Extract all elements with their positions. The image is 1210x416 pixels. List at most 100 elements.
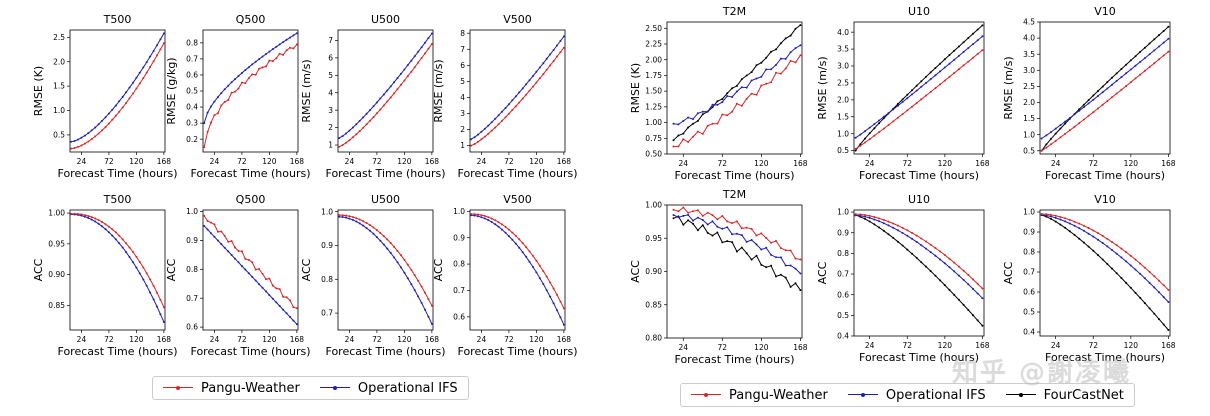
data-point — [692, 135, 694, 138]
data-point — [1068, 117, 1071, 119]
data-point — [1087, 99, 1090, 102]
data-point — [1134, 64, 1137, 67]
series-pangu — [70, 42, 165, 150]
data-point — [799, 289, 802, 292]
data-point — [962, 41, 965, 44]
data-point — [83, 215, 86, 218]
series-pangu — [1040, 50, 1170, 152]
data-point — [271, 297, 274, 300]
data-point — [775, 63, 777, 66]
data-point — [1078, 122, 1081, 125]
data-point — [901, 244, 904, 247]
x-tick-label: 24 — [477, 335, 487, 344]
data-point — [892, 226, 895, 229]
data-point — [706, 231, 709, 234]
y-axis-label: RMSE (K) — [32, 66, 45, 116]
y-tick-label: 1.00 — [645, 118, 662, 127]
data-point — [716, 225, 719, 228]
data-point — [261, 272, 264, 275]
data-point — [1125, 85, 1128, 87]
data-point — [735, 220, 738, 223]
data-point — [1153, 286, 1156, 289]
data-point — [497, 114, 500, 117]
data-point — [1111, 267, 1113, 270]
data-point — [972, 287, 974, 290]
panel-title: V500 — [503, 193, 532, 206]
y-tick-label: 0.95 — [48, 239, 65, 248]
data-point — [70, 147, 73, 150]
data-point — [887, 224, 890, 227]
panel-title: V10 — [1094, 193, 1116, 206]
data-point — [494, 219, 497, 222]
x-tick-label: 120 — [1124, 341, 1139, 350]
y-tick-label: 0.90 — [48, 270, 65, 279]
x-tick-label: 168 — [1161, 159, 1176, 168]
data-point — [403, 271, 406, 274]
data-point — [1139, 50, 1142, 53]
data-point — [934, 87, 937, 90]
data-point — [424, 291, 426, 294]
data-point — [562, 323, 565, 326]
data-point — [234, 78, 236, 81]
plot-frame — [202, 29, 299, 153]
plot-frame — [666, 204, 803, 339]
data-point — [528, 260, 531, 263]
data-point — [156, 44, 158, 47]
data-point — [1050, 143, 1052, 146]
data-point — [716, 231, 719, 234]
data-point — [967, 60, 970, 63]
data-point — [882, 127, 885, 130]
data-point — [341, 214, 344, 217]
data-point — [94, 135, 97, 138]
data-point — [94, 217, 97, 220]
plot-frame — [1039, 209, 1171, 337]
data-point — [859, 144, 862, 147]
data-point — [1125, 72, 1128, 75]
data-point — [265, 278, 267, 281]
data-point — [1111, 241, 1113, 243]
y-axis-label: RMSE (g/kg) — [165, 57, 178, 124]
data-point — [480, 130, 483, 133]
data-point — [943, 262, 946, 265]
data-point — [538, 277, 541, 280]
data-point — [121, 95, 124, 98]
data-point — [292, 306, 295, 309]
data-point — [203, 224, 206, 227]
data-point — [864, 215, 866, 218]
data-point — [121, 238, 124, 241]
data-point — [784, 276, 787, 279]
y-tick-label: 0.9 — [186, 236, 198, 245]
data-point — [1115, 244, 1118, 247]
data-point — [939, 258, 942, 261]
data-point — [696, 229, 699, 232]
data-point — [1139, 60, 1142, 63]
series-pangu — [70, 212, 165, 309]
data-point — [413, 55, 416, 58]
data-point — [275, 57, 278, 60]
data-point — [210, 232, 212, 235]
data-point — [483, 215, 486, 217]
data-point — [976, 292, 979, 295]
data-point — [559, 300, 562, 303]
y-tick-label: 0.5 — [837, 146, 849, 155]
data-point — [556, 55, 558, 58]
data-point — [1115, 79, 1118, 82]
data-point — [1092, 94, 1095, 97]
data-point — [351, 136, 354, 139]
data-point — [906, 234, 909, 237]
series-line-ifs — [471, 214, 565, 325]
panel-u10-rmse: U10 Forecast Time (hours) RMSE (m/s) 24 72 12… — [816, 5, 990, 182]
data-point — [355, 220, 358, 223]
y-tick-label: 0.85 — [48, 301, 65, 310]
series-pangu — [203, 214, 298, 310]
data-point — [721, 101, 724, 104]
plot-frame — [69, 29, 166, 153]
data-point — [1092, 249, 1095, 252]
data-point — [726, 114, 729, 117]
legend-line-pangu — [691, 390, 721, 400]
data-point — [162, 321, 165, 323]
data-point — [962, 50, 965, 53]
data-point — [483, 127, 486, 130]
data-point — [765, 82, 768, 85]
